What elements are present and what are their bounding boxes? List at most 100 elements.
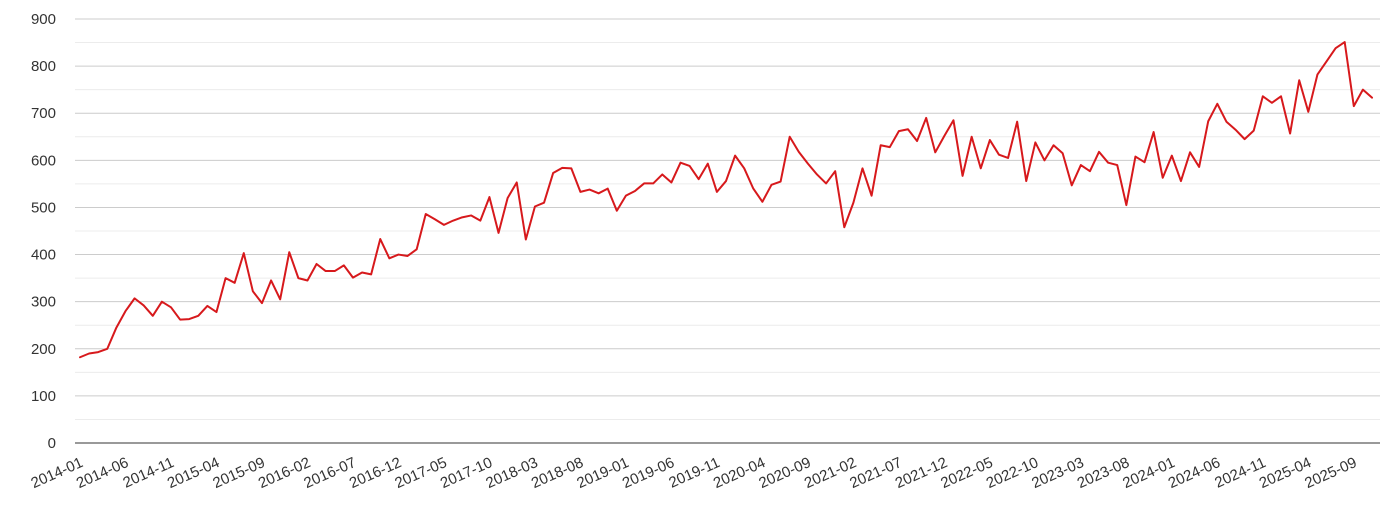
data-point xyxy=(716,191,718,193)
data-point xyxy=(1162,177,1164,179)
data-point xyxy=(1253,130,1255,132)
data-point xyxy=(115,327,117,329)
data-point xyxy=(1071,184,1073,186)
x-tick-label: 2016-12 xyxy=(347,454,404,492)
major-gridlines xyxy=(75,18,1380,397)
x-tick-label: 2025-04 xyxy=(1257,454,1314,492)
data-point xyxy=(252,290,254,292)
data-point xyxy=(1271,102,1273,104)
x-tick-label: 2014-06 xyxy=(74,454,131,492)
data-point xyxy=(770,184,772,186)
data-point xyxy=(880,144,882,146)
data-point xyxy=(525,238,527,240)
data-point xyxy=(561,167,563,169)
data-point xyxy=(225,277,227,279)
data-point xyxy=(88,352,90,354)
data-point xyxy=(270,279,272,281)
data-point xyxy=(470,214,472,216)
data-point xyxy=(106,348,108,350)
x-tick-label: 2016-07 xyxy=(301,454,358,492)
x-tick-label: 2023-03 xyxy=(1029,454,1086,492)
data-point xyxy=(1007,157,1009,159)
data-point xyxy=(680,162,682,164)
data-point xyxy=(971,136,973,138)
data-point xyxy=(934,151,936,153)
data-point xyxy=(834,170,836,172)
data-point xyxy=(925,117,927,119)
data-point xyxy=(570,167,572,169)
data-point xyxy=(479,220,481,222)
data-point xyxy=(452,220,454,222)
data-point xyxy=(1362,89,1364,91)
data-point xyxy=(461,216,463,218)
x-tick-label: 2022-05 xyxy=(938,454,995,492)
x-tick-label: 2015-04 xyxy=(165,454,222,492)
data-point xyxy=(1080,164,1082,166)
data-point xyxy=(361,271,363,273)
data-point xyxy=(1298,79,1300,81)
data-point xyxy=(843,226,845,228)
x-tick-label: 2019-06 xyxy=(620,454,677,492)
y-axis-tick-labels: 0 100 200 300 400 500 600 700 800 900 xyxy=(31,11,56,452)
data-point xyxy=(334,270,336,272)
x-tick-label: 2020-04 xyxy=(711,454,768,492)
data-point xyxy=(534,206,536,208)
data-point xyxy=(889,146,891,148)
data-point xyxy=(1025,180,1027,182)
data-point xyxy=(780,181,782,183)
data-point xyxy=(306,279,308,281)
data-point xyxy=(170,306,172,308)
data-point xyxy=(861,167,863,169)
data-point xyxy=(579,191,581,193)
y-tick-label: 900 xyxy=(31,11,56,28)
data-point xyxy=(989,139,991,141)
x-tick-label: 2019-01 xyxy=(574,454,631,492)
data-point xyxy=(643,182,645,184)
data-point xyxy=(1089,170,1091,172)
data-point xyxy=(1053,144,1055,146)
data-point xyxy=(952,119,954,121)
data-point xyxy=(725,180,727,182)
data-point xyxy=(589,189,591,191)
data-point xyxy=(734,155,736,157)
data-point xyxy=(743,167,745,169)
data-point xyxy=(998,154,1000,156)
y-tick-label: 400 xyxy=(31,247,56,264)
data-point xyxy=(789,136,791,138)
data-point xyxy=(1262,95,1264,97)
data-point xyxy=(1062,152,1064,154)
data-point xyxy=(962,175,964,177)
data-point xyxy=(907,128,909,130)
data-point xyxy=(425,213,427,215)
data-point xyxy=(206,305,208,307)
data-point xyxy=(652,182,654,184)
y-tick-label: 700 xyxy=(31,105,56,122)
data-point xyxy=(1326,60,1328,62)
x-tick-label: 2018-08 xyxy=(529,454,586,492)
data-point xyxy=(143,304,145,306)
data-point xyxy=(407,255,409,257)
data-point xyxy=(416,248,418,250)
data-point xyxy=(79,356,81,358)
data-point xyxy=(343,264,345,266)
data-point xyxy=(1216,103,1218,105)
x-tick-label: 2020-09 xyxy=(756,454,813,492)
data-point xyxy=(325,270,327,272)
data-point xyxy=(188,318,190,320)
x-tick-label: 2016-02 xyxy=(256,454,313,492)
data-point xyxy=(898,130,900,132)
x-tick-label: 2017-10 xyxy=(438,454,495,492)
data-point xyxy=(234,282,236,284)
y-tick-label: 0 xyxy=(48,435,56,452)
data-point xyxy=(1134,156,1136,158)
data-point xyxy=(124,310,126,312)
data-point xyxy=(1244,138,1246,140)
data-point xyxy=(161,301,163,303)
data-point xyxy=(1235,129,1237,131)
x-tick-label: 2024-06 xyxy=(1166,454,1223,492)
y-tick-label: 100 xyxy=(31,388,56,405)
data-point xyxy=(552,172,554,174)
data-point xyxy=(707,163,709,165)
data-point xyxy=(97,351,99,353)
